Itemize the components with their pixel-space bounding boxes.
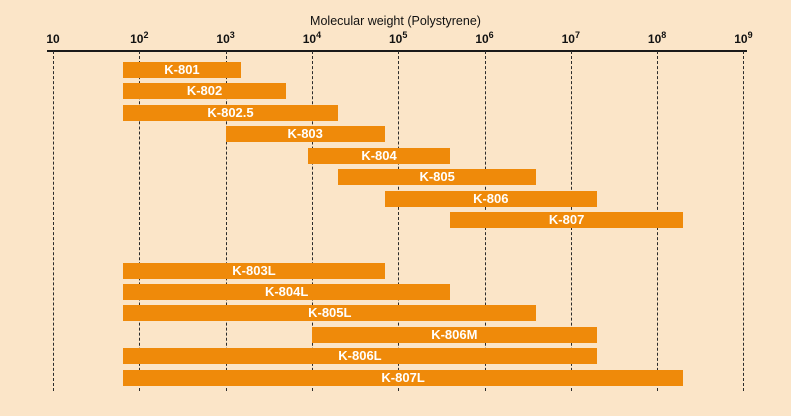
x-tick-label-1e8: 108 xyxy=(647,30,667,47)
x-tick-label-1e3: 103 xyxy=(216,30,235,47)
bar-label: K-805 xyxy=(419,169,455,185)
bar-K-803: K-803 xyxy=(225,126,385,143)
bar-K-801: K-801 xyxy=(123,62,241,78)
x-tick-label-1e6: 106 xyxy=(475,30,494,47)
x-tick-label-1e2: 102 xyxy=(130,30,149,47)
bar-label: K-802.5 xyxy=(207,104,254,120)
gridline-1e2 xyxy=(139,51,141,391)
bar-K-805L: K-805L xyxy=(123,305,537,322)
bar-K-804L: K-804L xyxy=(123,283,451,300)
bar-K-805: K-805 xyxy=(337,169,537,186)
x-tick-label-1e5: 105 xyxy=(389,30,408,47)
bar-K-804: K-804 xyxy=(307,147,451,164)
x-tick-label-1e1: 10 xyxy=(46,32,60,46)
gridline-1e4 xyxy=(311,51,313,391)
bar-label: K-806L xyxy=(338,348,382,364)
chart-title: Molecular weight (Polystyrene) xyxy=(310,14,481,28)
bar-label: K-802 xyxy=(186,83,223,99)
bar-K-807L: K-807L xyxy=(123,369,684,386)
x-tick-label-1e4: 104 xyxy=(302,30,322,47)
gridline-1e1 xyxy=(53,51,54,391)
bar-K-802.5: K-802.5 xyxy=(123,104,338,121)
bar-K-807: K-807 xyxy=(450,212,684,229)
bar-label: K-801 xyxy=(164,62,200,77)
bar-label: K-807 xyxy=(548,212,585,228)
gridline-1e3 xyxy=(225,51,227,391)
x-tick-label-1e7: 107 xyxy=(561,30,580,47)
x-tick-label-1e9: 109 xyxy=(734,30,753,47)
bar-label: K-806 xyxy=(473,190,509,206)
bar-label: K-804 xyxy=(361,147,397,163)
bar-K-803L: K-803L xyxy=(123,262,385,279)
bar-label: K-803L xyxy=(232,262,276,278)
bar-label: K-807L xyxy=(381,369,425,385)
bar-K-806M: K-806M xyxy=(311,326,597,343)
gridline-1e9 xyxy=(743,51,745,391)
bar-label: K-805L xyxy=(308,305,352,321)
bar-label: K-804L xyxy=(264,283,309,299)
bar-label: K-803 xyxy=(287,126,323,142)
x-axis-line xyxy=(47,50,747,52)
gridline-1e5 xyxy=(398,51,400,391)
bar-K-806L: K-806L xyxy=(123,348,597,365)
bar-K-802: K-802 xyxy=(123,83,286,100)
bar-label: K-806M xyxy=(431,326,478,342)
bar-K-806: K-806 xyxy=(384,190,597,207)
